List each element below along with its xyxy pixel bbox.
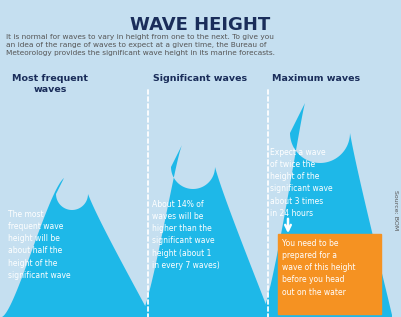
Polygon shape [2,178,150,317]
Text: About 14% of
waves will be
higher than the
significant wave
height (about 1
in e: About 14% of waves will be higher than t… [152,200,220,270]
Text: You need to be
prepared for a
wave of this height
before you head
out on the wat: You need to be prepared for a wave of th… [282,239,356,297]
Polygon shape [304,112,336,150]
Polygon shape [182,152,205,179]
Text: Source: BOM: Source: BOM [393,190,399,230]
Polygon shape [260,103,392,317]
Text: Maximum waves: Maximum waves [272,74,360,83]
Text: WAVE HEIGHT: WAVE HEIGHT [130,16,270,34]
Text: Most frequent
waves: Most frequent waves [12,74,88,94]
Text: Significant waves: Significant waves [153,74,247,83]
Text: It is normal for waves to vary in height from one to the next. To give you
an id: It is normal for waves to vary in height… [6,34,275,56]
Polygon shape [64,183,81,203]
Bar [278,234,381,314]
Text: The most
frequent wave
height will be
about half the
height of the
significant w: The most frequent wave height will be ab… [8,210,71,280]
Polygon shape [140,145,270,317]
Text: Expect a wave
of twice the
height of the
significant wave
about 3 times
in 24 ho: Expect a wave of twice the height of the… [270,148,332,218]
